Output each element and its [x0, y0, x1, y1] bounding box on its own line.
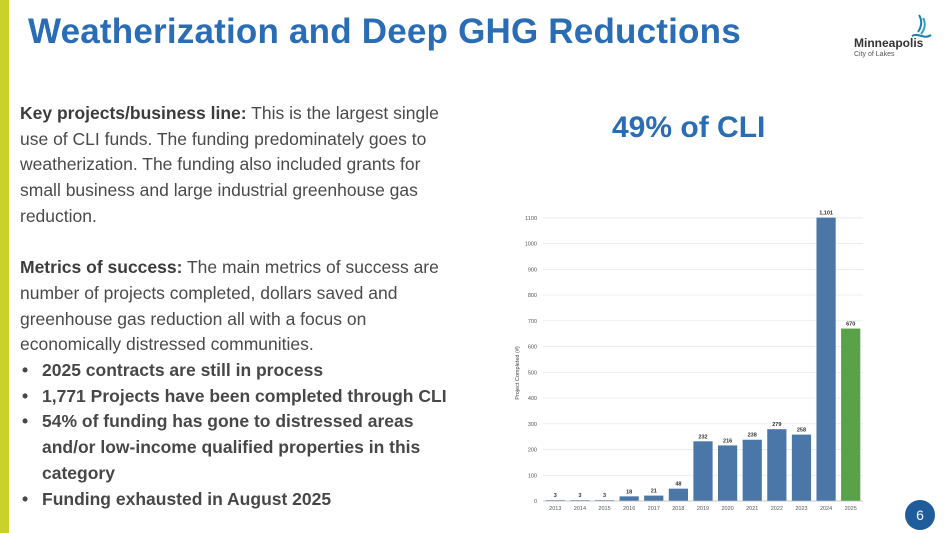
bar-2017	[644, 495, 664, 501]
x-tick-label: 2013	[549, 506, 561, 512]
key-projects-paragraph: Key projects/business line: This is the …	[20, 101, 460, 230]
bullet-text: 2025 contracts are still in process	[42, 360, 324, 381]
key-projects-label: Key projects/business line:	[20, 103, 247, 123]
y-axis-title: Project Completed (#)	[515, 346, 521, 400]
x-tick-label: 2016	[623, 506, 635, 512]
x-tick-label: 2021	[746, 506, 758, 512]
logo-tagline: City of Lakes	[854, 51, 895, 58]
bullet-dot-icon: •	[22, 360, 29, 381]
bullet-item: • 2025 contracts are still in process	[20, 358, 460, 384]
bar-2025	[841, 328, 861, 501]
data-label: 21	[651, 489, 657, 495]
metrics-text: The main metrics of success are number o…	[20, 257, 439, 355]
y-tick-label: 500	[528, 370, 537, 376]
page-number-badge: 6	[905, 500, 935, 530]
y-tick-label: 1000	[525, 242, 537, 248]
data-label: 238	[748, 433, 757, 439]
logo-name: Minneapolis	[854, 36, 924, 50]
data-label: 279	[772, 422, 781, 428]
body-text: Key projects/business line: This is the …	[20, 101, 460, 512]
data-label: 258	[797, 428, 806, 434]
y-tick-label: 0	[534, 499, 537, 505]
x-tick-label: 2014	[574, 506, 586, 512]
bar-2022	[767, 429, 787, 501]
bullet-dot-icon: •	[22, 488, 29, 509]
x-tick-label: 2017	[648, 506, 660, 512]
bullet-item: • 1,771 Projects have been completed thro…	[20, 384, 460, 410]
data-label: 18	[626, 489, 632, 495]
data-label: 3	[603, 493, 606, 499]
slide-title: Weatherization and Deep GHG Reductions	[28, 12, 741, 51]
minneapolis-logo: Minneapolis City of Lakes	[850, 14, 936, 64]
x-tick-label: 2020	[721, 506, 733, 512]
x-tick-label: 2018	[672, 506, 684, 512]
metrics-paragraph: Metrics of success: The main metrics of …	[20, 255, 460, 358]
bullet-item: • Funding exhausted in August 2025	[20, 487, 460, 513]
x-tick-label: 2023	[795, 506, 807, 512]
x-tick-label: 2019	[697, 506, 709, 512]
data-label: 1,101	[819, 211, 833, 217]
bullet-text: 1,771 Projects have been completed throu…	[42, 385, 447, 406]
bullet-dot-icon: •	[22, 385, 29, 406]
data-label: 670	[846, 322, 855, 328]
bullet-item: • 54% of funding has gone to distressed a…	[20, 409, 460, 486]
y-tick-label: 700	[528, 319, 537, 325]
y-tick-label: 400	[528, 396, 537, 402]
y-tick-label: 900	[528, 267, 537, 273]
y-tick-label: 800	[528, 293, 537, 299]
data-label: 48	[675, 482, 681, 488]
y-tick-label: 100	[528, 473, 537, 479]
y-tick-label: 1100	[525, 216, 537, 222]
bullet-dot-icon: •	[22, 411, 29, 432]
bar-2016	[619, 496, 639, 501]
metrics-label: Metrics of success:	[20, 257, 183, 278]
data-label: 3	[578, 493, 581, 499]
cli-share-stat: 49% of CLI	[612, 111, 766, 144]
bar-2024	[816, 217, 836, 501]
metrics-bullet-list: • 2025 contracts are still in process • 1,…	[20, 358, 460, 512]
y-tick-label: 200	[528, 448, 537, 454]
y-tick-label: 300	[528, 422, 537, 428]
x-tick-label: 2025	[845, 506, 857, 512]
x-tick-label: 2015	[598, 506, 610, 512]
projects-bar-chart: 0 100 200 300 400 500 600 700 800 900 1000 1100 Proj…	[515, 211, 863, 512]
data-label: 3	[554, 493, 557, 499]
bar-2020	[718, 445, 738, 501]
bar-2019	[693, 441, 713, 501]
x-tick-label: 2022	[771, 506, 783, 512]
bar-2023	[791, 434, 812, 501]
accent-bar	[0, 0, 9, 533]
y-tick-label: 600	[528, 345, 537, 351]
data-label: 232	[698, 434, 707, 440]
bullet-text: 54% of funding has gone to distressed ar…	[42, 411, 421, 483]
water-wave-icon	[911, 14, 932, 38]
key-projects-text: This is the largest single use of CLI fu…	[20, 103, 439, 226]
bar-2018	[668, 488, 688, 501]
x-tick-label: 2024	[820, 506, 832, 512]
data-label: 216	[723, 438, 732, 444]
bar-2021	[742, 439, 762, 501]
bullet-text: Funding exhausted in August 2025	[42, 488, 332, 509]
